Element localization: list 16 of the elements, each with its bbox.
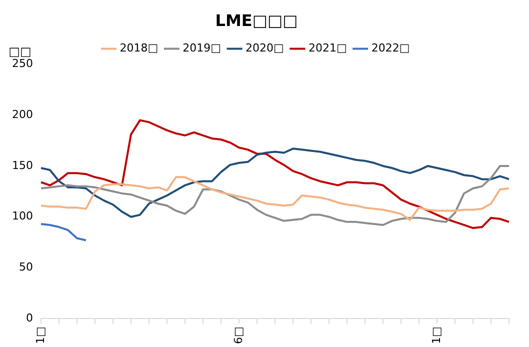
y-tick-label: 0	[26, 311, 33, 324]
y-tick-label: 50	[18, 260, 33, 274]
legend-label: 2019□	[182, 42, 222, 55]
legend-label: 2020□	[246, 42, 284, 55]
legend-label: 2021□	[308, 42, 347, 55]
x-tick-label: 6□	[232, 326, 245, 344]
chart-title: LME□□□	[215, 10, 298, 30]
y-axis-title: □□	[8, 44, 32, 58]
y-tick-label: 200	[12, 108, 33, 121]
y-tick-label: 250	[12, 57, 33, 70]
y-tick-label: 100	[12, 210, 33, 223]
x-tick-label: 1□	[34, 326, 47, 344]
y-tick-label: 150	[12, 158, 33, 172]
legend-label: 2022□	[371, 42, 410, 55]
x-tick-label: 1□	[430, 326, 443, 344]
legend-label: 2018□	[120, 42, 158, 55]
